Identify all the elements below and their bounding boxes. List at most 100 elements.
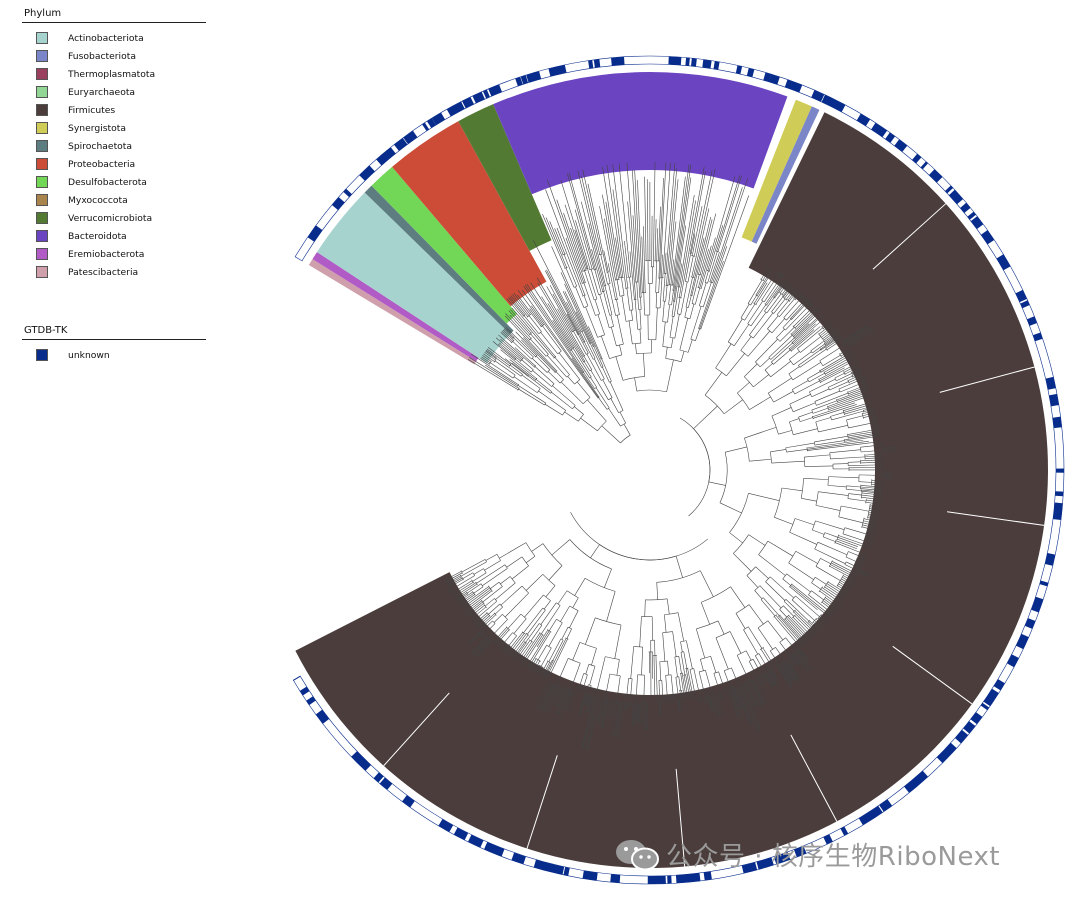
legend-gtdb-item: unknown <box>22 346 206 364</box>
watermark-text: 公众号 · 核序生物RiboNext <box>666 842 1001 872</box>
legend-phylum-swatch <box>36 104 48 116</box>
ring-unknown-segment <box>691 58 697 67</box>
ring-unknown-segment <box>306 696 316 706</box>
legend-phylum-item: Spirochaetota <box>22 137 206 155</box>
legend-divider <box>22 339 206 340</box>
clade-separator <box>790 734 838 822</box>
ring-unknown-segment <box>920 161 929 170</box>
ring-unknown-segment <box>393 137 408 151</box>
ring-unknown-segment <box>746 67 755 78</box>
ring-unknown-segment <box>431 112 446 125</box>
ring-unknown-segment <box>894 139 908 152</box>
gtdb-annotation-ring <box>292 55 1065 885</box>
legend-gtdb-swatch <box>36 349 48 361</box>
ring-unknown-segment <box>351 751 367 767</box>
ring-unknown-segment <box>983 693 996 707</box>
legend-gtdb-label: unknown <box>68 349 110 361</box>
ring-unknown-segment <box>293 676 301 681</box>
ring-unknown-segment <box>331 197 345 211</box>
clade-separator <box>383 692 450 767</box>
ring-unknown-segment <box>944 185 954 194</box>
ring-unknown-segment <box>1032 332 1043 342</box>
ring-unknown-segment <box>1039 580 1049 587</box>
clade-separator <box>892 645 973 705</box>
ring-unknown-segment <box>963 721 976 734</box>
tree-branches <box>444 162 896 750</box>
ring-unknown-segment <box>380 153 389 162</box>
ring-unknown-segment <box>472 91 485 104</box>
ring-unknown-segment <box>556 865 565 875</box>
ring-unknown-segment <box>675 874 689 884</box>
legend-phylum-swatch <box>36 248 48 260</box>
legend-phylum-swatch <box>36 194 48 206</box>
legend-gtdb: GTDB-TK unknown <box>22 325 206 364</box>
legend-phylum-item: Myxococcota <box>22 191 206 209</box>
legend-phylum-item: Proteobacteria <box>22 155 206 173</box>
ring-unknown-segment <box>831 99 846 113</box>
legend-phylum-label: Synergistota <box>68 122 126 134</box>
ring-unknown-segment <box>879 799 893 812</box>
legend-phylum-item: Synergistota <box>22 119 206 137</box>
ring-unknown-segment <box>735 65 743 75</box>
ring-unknown-segment <box>960 202 971 213</box>
legend-phylum-item: Bacteroidota <box>22 227 206 245</box>
ring-unknown-segment <box>1015 289 1027 303</box>
ring-unknown-segment <box>611 56 625 66</box>
wedge-desulfobacterota <box>371 166 518 324</box>
ring-unknown-segment <box>593 59 601 68</box>
ring-unknown-segment <box>359 165 375 181</box>
ring-unknown-segment <box>426 118 437 128</box>
ring-unknown-segment <box>811 90 825 102</box>
legend-phylum-label: Myxococcota <box>68 194 128 206</box>
ring-unknown-segment <box>871 122 888 138</box>
ring-unknown-segment <box>970 712 983 725</box>
wedge-eremiobacterota <box>312 252 479 362</box>
ring-unknown-segment <box>795 83 802 93</box>
ring-unknown-segment <box>668 56 676 65</box>
wechat-icon <box>616 839 659 870</box>
ring-unknown-segment <box>1024 618 1036 629</box>
ring-unknown-segment <box>1053 513 1062 521</box>
ring-unknown-segment <box>659 875 666 884</box>
ring-unknown-segment <box>686 872 701 883</box>
ring-unknown-segment <box>402 795 415 808</box>
legend-phylum-label: Euryarchaeota <box>68 86 136 98</box>
ring-unknown-segment <box>702 59 712 69</box>
ring-unknown-segment <box>768 74 780 85</box>
ring-unknown-segment <box>489 844 505 857</box>
clade-separator <box>872 203 947 270</box>
legend-phylum-title: Phylum <box>24 8 62 19</box>
legend-phylum-swatch <box>36 230 48 242</box>
ring-unknown-segment <box>467 834 484 848</box>
ring-unknown-segment <box>1046 382 1056 390</box>
ring-unknown-segment <box>741 863 752 874</box>
clade-separator <box>526 755 558 849</box>
legend-phylum-item: Patescibacteria <box>22 263 206 281</box>
legend-phylum-label: Proteobacteria <box>68 158 136 170</box>
ring-unknown-segment <box>422 122 430 132</box>
ring-unknown-segment <box>533 859 543 870</box>
legend-phylum-swatch <box>36 50 48 62</box>
legend-phylum-swatch <box>36 32 48 44</box>
ring-unknown-segment <box>453 827 469 841</box>
wedge-fusobacteriota <box>751 106 820 244</box>
legend-phylum-label: Patescibacteria <box>68 266 139 278</box>
ring-unknown-segment <box>588 60 594 69</box>
ring-unknown-segment <box>1055 468 1064 473</box>
ring-unknown-segment <box>1026 316 1038 326</box>
clade-separator <box>939 366 1035 393</box>
ring-unknown-segment <box>885 132 896 143</box>
ring-unknown-segment <box>856 113 871 127</box>
ring-unknown-segment <box>933 173 942 182</box>
ring-unknown-segment <box>993 679 1005 691</box>
ring-unknown-segment <box>554 65 562 76</box>
ring-unknown-segment <box>904 781 916 793</box>
ring-unknown-segment <box>999 259 1009 268</box>
ring-unknown-segment <box>763 72 772 82</box>
ring-unknown-segment <box>582 870 593 880</box>
ring-unknown-segment <box>511 852 526 865</box>
ring-unknown-segment <box>948 189 964 205</box>
ring-unknown-segment <box>773 853 785 865</box>
legend-phylum-item: Euryarchaeota <box>22 83 206 101</box>
legend-phylum-item: Eremiobacterota <box>22 245 206 263</box>
